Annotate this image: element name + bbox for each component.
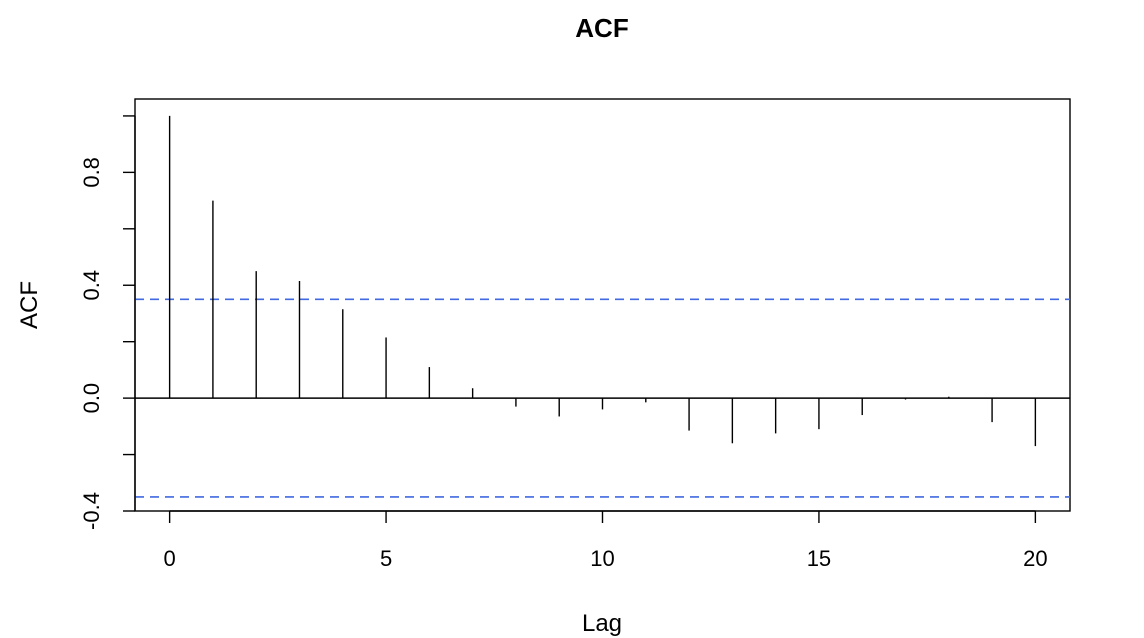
y-tick-label: -0.4 — [79, 492, 104, 530]
x-axis: 0 5 10 15 20 — [164, 510, 1048, 571]
plot-frame — [134, 98, 1071, 512]
y-axis: -0.4 0.0 0.4 0.8 — [79, 115, 136, 530]
confidence-bounds — [135, 298, 1070, 498]
x-tick-label: 20 — [1023, 546, 1047, 571]
acf-bars — [168, 115, 1037, 447]
y-axis-label: ACF — [16, 281, 43, 329]
y-tick-label: 0.4 — [79, 270, 104, 301]
x-tick-label: 15 — [807, 546, 831, 571]
y-tick-label: 0.0 — [79, 383, 104, 414]
x-tick-label: 10 — [590, 546, 614, 571]
x-axis-label: Lag — [582, 610, 622, 637]
chart-title: ACF — [575, 13, 628, 43]
x-tick-label: 0 — [164, 546, 176, 571]
y-tick-label: 0.8 — [79, 157, 104, 188]
plot-area — [134, 98, 1071, 512]
x-tick-label: 5 — [380, 546, 392, 571]
